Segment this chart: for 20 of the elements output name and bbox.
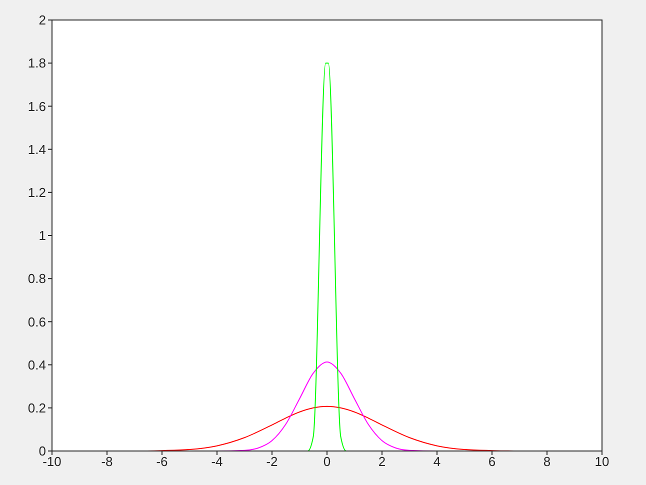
x-tick-label: 4: [433, 454, 441, 470]
y-tick-label: 1.4: [28, 142, 46, 157]
y-tick-label: 1.8: [28, 56, 46, 71]
y-tick-label: 2: [38, 12, 46, 28]
x-tick-label: -2: [266, 454, 278, 470]
x-tick-label: 6: [488, 454, 496, 470]
x-tick-label: -6: [156, 454, 168, 470]
y-tick-label: 0.8: [28, 271, 46, 286]
y-tick-label: 0.6: [28, 314, 46, 330]
x-tick-label: 10: [594, 454, 610, 470]
x-tick-label: 8: [543, 454, 551, 470]
y-tick-label: 1.6: [28, 98, 46, 114]
x-tick-label: 0: [323, 454, 331, 470]
x-tick-label: -4: [211, 454, 223, 470]
y-tick-label: 0.4: [28, 357, 46, 372]
x-tick-label: -8: [101, 454, 113, 470]
y-tick-label: 1.2: [28, 185, 46, 200]
x-tick-label: 2: [378, 454, 386, 470]
y-tick-label: 1: [38, 228, 46, 244]
y-tick-label: 0.2: [28, 400, 46, 416]
